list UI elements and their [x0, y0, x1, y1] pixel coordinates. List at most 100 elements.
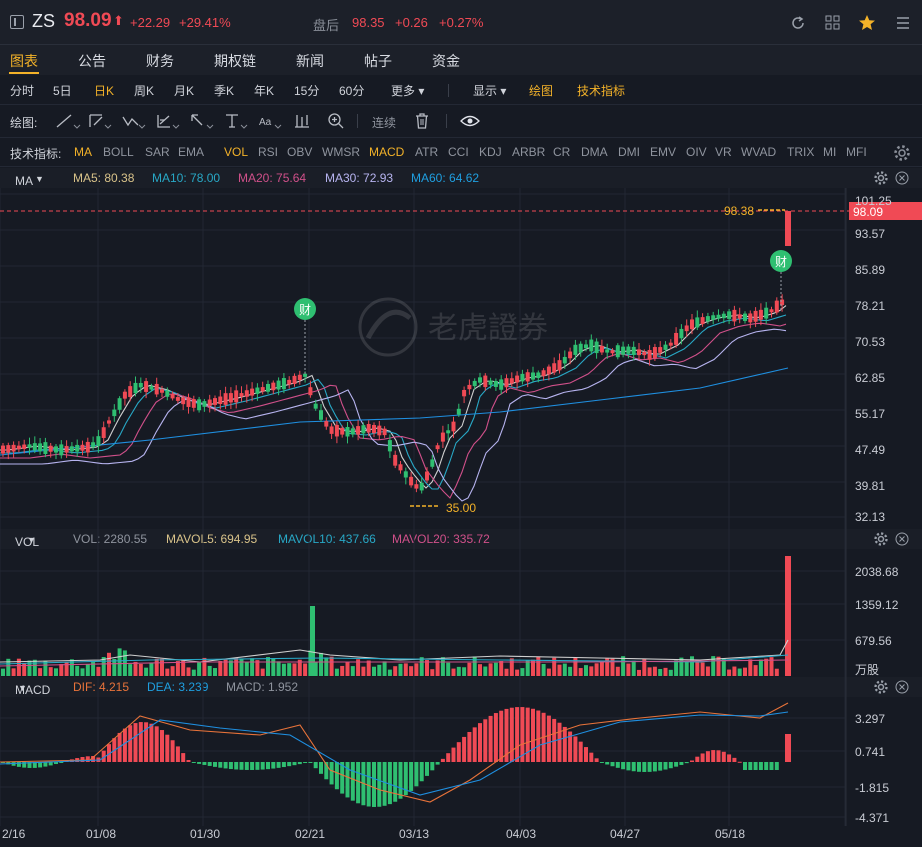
tab-chart[interactable]: 图表 [10, 53, 38, 69]
sidebar-toggle-icon[interactable] [10, 15, 24, 29]
favorite-star-icon[interactable] [858, 14, 876, 32]
channel-tool-icon[interactable] [88, 113, 114, 129]
candle-tool-icon[interactable] [294, 113, 310, 129]
eye-icon[interactable] [460, 114, 480, 128]
indicator-settings-gear-icon[interactable] [893, 144, 911, 162]
volume-bar [552, 657, 557, 676]
candle-body [753, 310, 758, 322]
vol-settings-gear-icon[interactable] [873, 531, 889, 547]
indicator-kdj[interactable]: KDJ [479, 145, 502, 159]
candle-body [515, 375, 520, 383]
ma-close-icon[interactable] [895, 171, 909, 185]
indicator-dma[interactable]: DMA [581, 145, 608, 159]
price-axis: 101.25 93.57 85.89 78.21 70.53 62.85 55.… [855, 194, 892, 524]
period-daily[interactable]: 日K [94, 84, 115, 98]
indicator-dmi[interactable]: DMI [618, 145, 640, 159]
indicator-oiv[interactable]: OIV [686, 145, 707, 159]
candle-body [690, 319, 694, 330]
volume-bar [774, 668, 779, 676]
volume-bar [504, 668, 509, 676]
current-price-tag-text: 98.09 [853, 205, 883, 219]
candle-body [54, 446, 58, 453]
display-label: 显示 [473, 84, 498, 98]
indicator-macd[interactable]: MACD [369, 145, 405, 159]
indicator-ma[interactable]: MA [74, 145, 92, 159]
draw-toggle[interactable]: 绘图 [529, 84, 554, 98]
candle-body [101, 427, 106, 438]
grid-layout-icon[interactable] [825, 15, 841, 31]
volume-bar [764, 658, 769, 676]
tab-capital[interactable]: 资金 [432, 53, 460, 69]
period-more-dropdown[interactable]: 更多 ▾ [391, 84, 425, 98]
line-tool-icon[interactable] [55, 113, 81, 129]
indicator-wmsr[interactable]: WMSR [322, 145, 360, 159]
continuous-draw-toggle[interactable]: 连续 [372, 116, 397, 130]
display-dropdown[interactable]: 显示 ▾ [473, 84, 507, 98]
period-yearly[interactable]: 年K [254, 84, 275, 98]
volume-bar [430, 669, 435, 676]
period-weekly[interactable]: 周K [134, 84, 155, 98]
candle-body [366, 424, 371, 433]
macd-bar [647, 762, 652, 772]
refresh-icon[interactable] [790, 15, 806, 31]
volume-bar [515, 669, 520, 676]
candle-body [409, 476, 414, 486]
period-intraday[interactable]: 分时 [10, 84, 35, 98]
macd-bar [552, 718, 557, 762]
tab-financials[interactable]: 财务 [146, 53, 174, 69]
zoom-icon[interactable] [327, 112, 345, 130]
indicator-wvad[interactable]: WVAD [741, 145, 777, 159]
tab-announcements[interactable]: 公告 [78, 53, 106, 69]
fibonacci-tool-icon[interactable] [156, 113, 182, 129]
content-tabs: 图表 公告 财务 期权链 新闻 帖子 资金 [0, 45, 922, 75]
toolbar-divider [357, 114, 358, 128]
indicator-arbr[interactable]: ARBR [512, 145, 546, 159]
indicator-atr[interactable]: ATR [415, 145, 439, 159]
macd-bar [658, 762, 663, 771]
volume-bar [403, 663, 408, 676]
candle-body [546, 366, 551, 375]
candle-body [244, 390, 249, 397]
indicator-boll[interactable]: BOLL [103, 145, 134, 159]
indicator-ema[interactable]: EMA [178, 145, 205, 159]
candle-body [313, 403, 318, 409]
ma-settings-gear-icon[interactable] [873, 170, 889, 186]
macd-settings-gear-icon[interactable] [873, 679, 889, 695]
arrow-tool-icon[interactable] [190, 113, 216, 129]
candle-body [732, 309, 737, 322]
more-menu-icon[interactable] [895, 15, 911, 31]
period-5day[interactable]: 5日 [53, 84, 72, 98]
volume-bar [107, 652, 111, 676]
indicator-vol[interactable]: VOL [224, 145, 249, 159]
period-monthly[interactable]: 月K [174, 84, 195, 98]
volume-bar [462, 667, 467, 676]
indicator-rsi[interactable]: RSI [258, 145, 279, 159]
volume-bar [223, 659, 228, 676]
wave-tool-icon[interactable] [122, 113, 148, 129]
macd-close-icon[interactable] [895, 680, 909, 694]
indicators-toggle[interactable]: 技术指标 [577, 84, 626, 98]
macd-bar [557, 722, 562, 762]
indicator-cci[interactable]: CCI [448, 145, 469, 159]
indicator-sar[interactable]: SAR [145, 145, 170, 159]
tab-options[interactable]: 期权链 [214, 53, 256, 69]
indicator-cr[interactable]: CR [553, 145, 571, 159]
tab-news[interactable]: 新闻 [296, 53, 324, 69]
period-60min[interactable]: 60分 [339, 84, 365, 98]
tab-posts[interactable]: 帖子 [364, 53, 392, 69]
candle-body [483, 375, 488, 388]
macd-bar [319, 762, 323, 774]
indicator-obv[interactable]: OBV [287, 145, 313, 159]
period-quarterly[interactable]: 季K [214, 84, 235, 98]
period-15min[interactable]: 15分 [294, 84, 320, 98]
text-tool-icon[interactable]: Aa [258, 113, 284, 129]
vol-close-icon[interactable] [895, 532, 909, 546]
measure-tool-icon[interactable] [224, 113, 250, 129]
indicator-vr[interactable]: VR [715, 145, 732, 159]
indicator-trix[interactable]: TRIX [787, 145, 815, 159]
indicator-mi[interactable]: MI [823, 145, 837, 159]
trash-icon[interactable] [414, 112, 430, 130]
macd-bar [684, 762, 689, 764]
indicator-mfi[interactable]: MFI [846, 145, 867, 159]
indicator-emv[interactable]: EMV [650, 145, 677, 159]
